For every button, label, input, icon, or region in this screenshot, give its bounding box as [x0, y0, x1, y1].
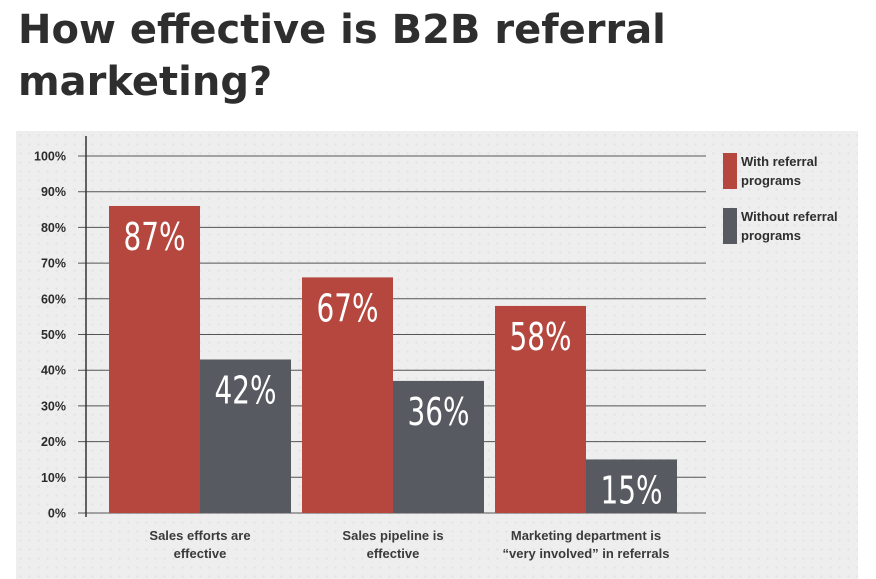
bar — [302, 277, 393, 513]
legend-label: With referral programs — [741, 154, 817, 188]
category-label: Sales pipeline is effective — [342, 528, 443, 561]
y-tick-label: 30% — [41, 399, 66, 413]
bar — [495, 305, 586, 513]
y-tick-label: 50% — [41, 328, 66, 342]
bar-value-label: 58% — [510, 315, 572, 359]
page-title: How effective is B2B referral marketing? — [18, 7, 666, 105]
y-tick-label: 20% — [41, 435, 66, 449]
category-label: Marketing department is “very involved” i… — [503, 528, 670, 561]
bars: 87% 42% 67% 36% 58% 15% — [109, 205, 677, 513]
bar-chart: 87% 42% 67% 36% 58% 15% 0% 10% 20% 30% 40% 50% 60% 7… — [34, 136, 838, 561]
y-tick-label: 10% — [41, 471, 66, 485]
y-tick-label: 40% — [41, 364, 66, 378]
bar — [200, 359, 291, 513]
bar-value-label: 36% — [408, 390, 470, 434]
bar — [393, 380, 484, 513]
y-tick-label: 60% — [41, 292, 66, 306]
category-label: Sales efforts are effective — [149, 528, 250, 561]
legend-label: Without referral programs — [741, 209, 838, 243]
y-tick-label: 80% — [41, 221, 66, 235]
y-tick-label: 70% — [41, 257, 66, 271]
category-labels: Sales efforts are effective Sales pipeline… — [149, 528, 669, 561]
bar — [109, 205, 200, 513]
y-tick-label: 0% — [48, 507, 66, 521]
legend-swatch — [723, 208, 737, 244]
y-tick-label: 100% — [34, 150, 66, 164]
bar-value-label: 67% — [317, 286, 379, 330]
bar-value-label: 87% — [124, 215, 186, 259]
legend-swatch — [723, 153, 737, 189]
legend: With referral programs Without referral pro… — [723, 153, 838, 244]
chart-panel: 87% 42% 67% 36% 58% 15% 0% 10% 20% 30% 40% 50% 60% 7… — [16, 131, 858, 579]
y-axis: 0% 10% 20% 30% 40% 50% 60% 70% 80% 90% 100% — [34, 136, 87, 521]
bar — [586, 459, 677, 513]
bar-value-label: 15% — [601, 468, 663, 512]
y-tick-label: 90% — [41, 185, 66, 199]
bar-value-label: 42% — [215, 368, 277, 412]
